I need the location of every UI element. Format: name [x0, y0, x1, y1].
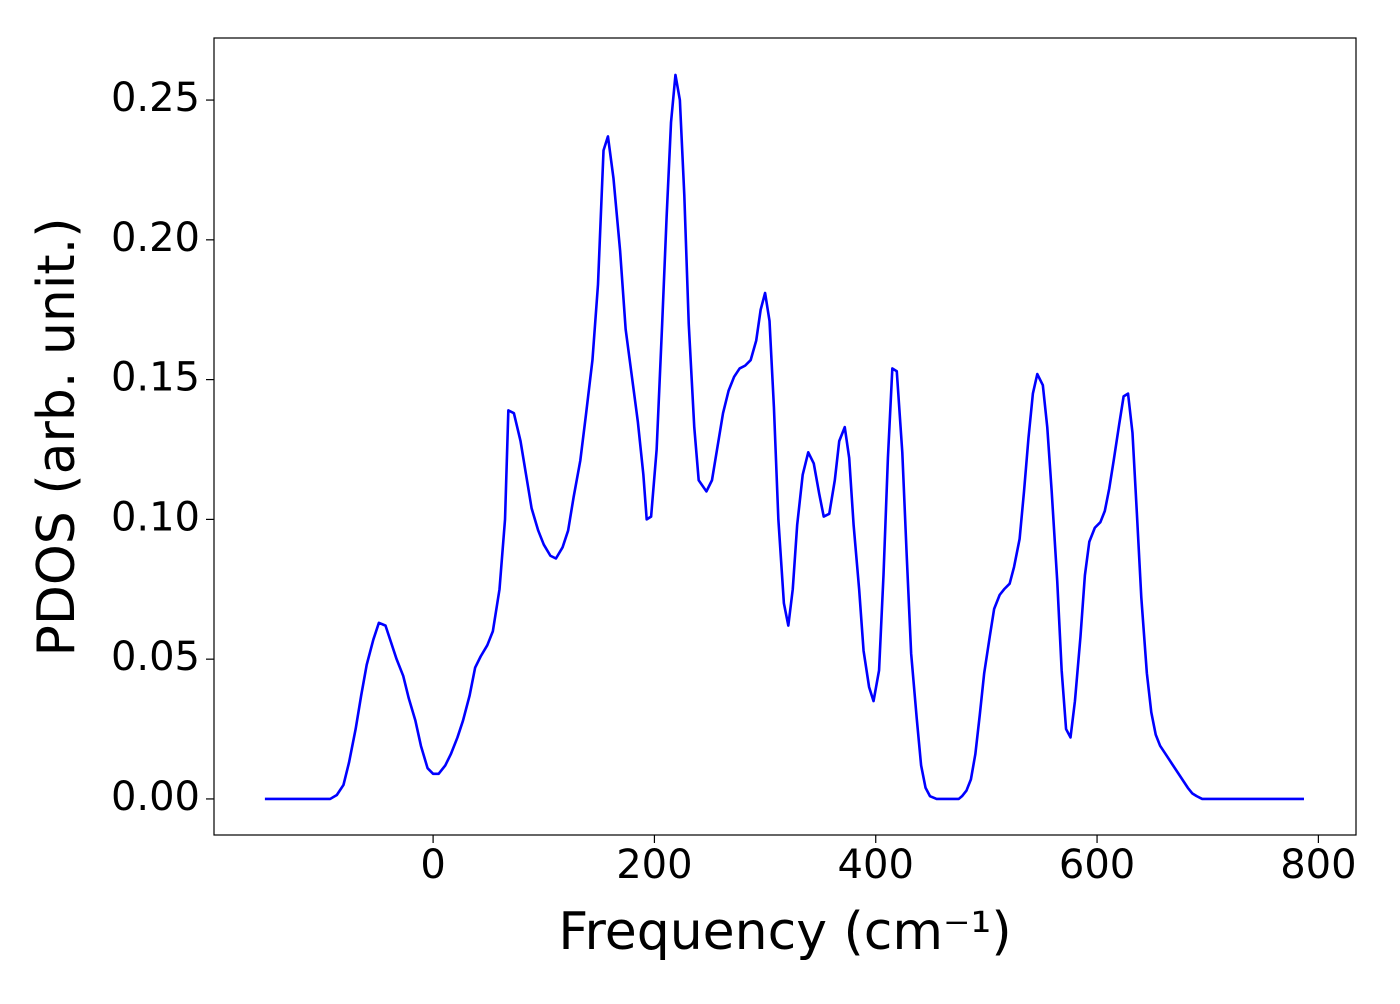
y-tick-label: 0.10 — [111, 494, 200, 540]
x-tick-label: 200 — [616, 842, 692, 888]
x-tick-label: 600 — [1059, 842, 1135, 888]
x-tick-label: 400 — [838, 842, 914, 888]
x-tick-label: 0 — [420, 842, 445, 888]
x-tick-label: 800 — [1280, 842, 1356, 888]
y-tick-label: 0.05 — [111, 634, 200, 680]
y-tick-label: 0.15 — [111, 355, 200, 401]
plot-frame — [213, 37, 1357, 836]
y-axis-label: PDOS (arb. unit.) — [27, 217, 87, 656]
y-tick-label: 0.20 — [111, 215, 200, 261]
y-tick-label: 0.25 — [111, 75, 200, 121]
pdos-line — [264, 73, 1304, 801]
y-tick-label: 0.00 — [111, 774, 200, 820]
x-axis-label: Frequency (cm⁻¹) — [558, 902, 1011, 962]
